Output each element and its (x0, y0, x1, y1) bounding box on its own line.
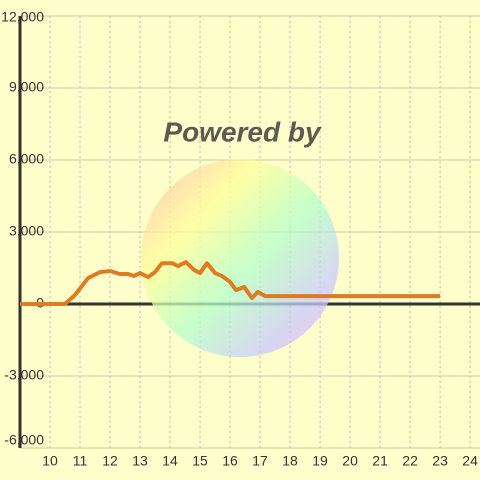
watermark-text: Powered by (163, 116, 322, 147)
x-tick-label: 12 (102, 453, 118, 469)
x-tick-label: 19 (312, 453, 328, 469)
x-tick-label: 17 (252, 453, 268, 469)
y-tick-label: 3,000 (9, 223, 44, 239)
x-tick-label: 15 (192, 453, 208, 469)
x-tick-label: 13 (132, 453, 148, 469)
y-tick-label: 6,000 (9, 151, 44, 167)
y-tick-label: -3,000 (4, 367, 44, 383)
x-tick-label: 23 (432, 453, 448, 469)
x-tick-label: 11 (73, 453, 88, 469)
x-tick-label: 14 (162, 453, 178, 469)
x-tick-label: 16 (222, 453, 238, 469)
x-tick-label: 21 (372, 453, 388, 469)
x-tick-label: 10 (42, 453, 58, 469)
x-tick-label: 18 (282, 453, 298, 469)
x-tick-label: 24 (462, 453, 478, 469)
data-line (20, 260, 441, 306)
x-tick-label: 22 (402, 453, 418, 469)
x-tick-label: 20 (342, 453, 358, 469)
y-tick-label: 9,000 (9, 79, 44, 95)
y-tick-label: -6,000 (4, 432, 44, 448)
watermark-logo (141, 159, 339, 357)
y-tick-label: 12,000 (1, 9, 44, 25)
